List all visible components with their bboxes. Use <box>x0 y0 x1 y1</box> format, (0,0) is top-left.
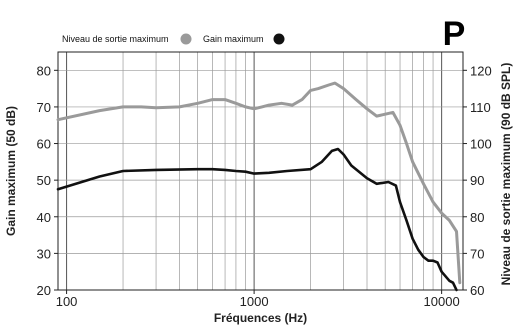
x-axis-title: Fréquences (Hz) <box>214 311 307 325</box>
plot-frame <box>57 51 464 291</box>
x-tick-label: 10000 <box>424 294 460 309</box>
left-y-tick-label: 80 <box>37 63 51 78</box>
right-y-tick-label: 80 <box>470 210 484 225</box>
series-layer <box>56 81 462 292</box>
right-y-tick-label: 110 <box>470 100 491 115</box>
right-y-tick-label: 60 <box>470 283 484 298</box>
ticks: 100 1000 10000 20 30 40 50 60 70 80 60 70 80 90 100 110… <box>37 63 492 309</box>
gain-series-line <box>56 147 458 292</box>
right-y-tick-label: 100 <box>470 137 492 152</box>
legend: Niveau de sortie maximum Gain maximum <box>62 33 285 45</box>
x-tick-label: 1000 <box>240 294 269 309</box>
left-y-tick-label: 60 <box>37 137 51 152</box>
left-y-tick-label: 40 <box>37 210 51 225</box>
right-y-tick-label: 70 <box>470 246 484 261</box>
right-y-axis-title: Niveau de sortie maximum (90 dB SPL) <box>499 63 513 286</box>
left-y-tick-label: 50 <box>37 173 51 188</box>
legend-swatch-output <box>180 33 192 45</box>
right-y-tick-label: 120 <box>470 63 492 78</box>
legend-swatch-gain <box>273 33 285 45</box>
left-y-axis-title: Gain maximum (50 dB) <box>4 106 18 236</box>
x-tick-label: 100 <box>56 294 78 309</box>
left-y-tick-label: 20 <box>37 283 51 298</box>
left-y-tick-label: 30 <box>37 246 51 261</box>
right-y-tick-label: 90 <box>470 173 484 188</box>
legend-label-gain: Gain maximum <box>203 34 264 44</box>
left-y-tick-label: 70 <box>37 100 51 115</box>
product-badge: P <box>443 15 466 53</box>
output-level-series-line <box>56 81 462 285</box>
legend-label-output: Niveau de sortie maximum <box>62 34 169 44</box>
